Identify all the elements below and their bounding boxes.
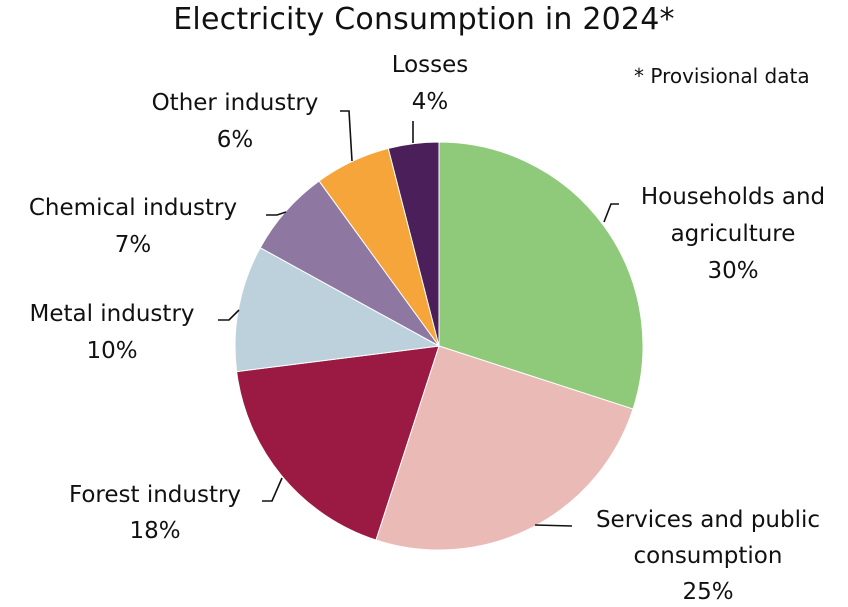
value-services: 25% [682,579,733,605]
label-households-line1: Households and [641,184,825,210]
label-services-line1: Services and public [596,507,820,533]
value-losses: 4% [412,89,449,115]
provisional-note: * Provisional data [634,64,810,88]
chart-title: Electricity Consumption in 2024* [173,2,675,37]
pie-slice-forest-industry [236,345,440,541]
leader-chemical [266,211,287,216]
value-households: 30% [707,258,758,284]
pie-slice-losses [387,141,440,347]
pie-slice-services-and-public-consumption [375,345,634,551]
leader-households [603,203,619,223]
pie-slices [234,141,644,551]
leader-metal [218,309,240,321]
pie-slice-metal-industry [234,247,441,373]
value-metal: 10% [86,338,137,364]
leader-services [534,524,573,527]
label-metal: Metal industry [29,301,194,327]
leader-lines [218,110,619,527]
label-losses: Losses [392,52,469,78]
value-forest: 18% [129,518,180,544]
value-chemical: 7% [115,232,152,258]
pie-slice-households-and-agriculture [438,141,644,410]
label-other: Other industry [152,90,319,116]
label-households-line2: agriculture [671,221,796,247]
label-services-line2: consumption [634,543,783,569]
label-chemical: Chemical industry [29,195,237,221]
label-forest: Forest industry [69,482,241,508]
leader-other [340,110,353,162]
leader-forest [262,477,283,502]
value-other: 6% [217,127,254,153]
